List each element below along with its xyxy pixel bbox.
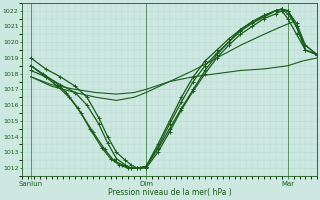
X-axis label: Pression niveau de la mer( hPa ): Pression niveau de la mer( hPa ) bbox=[108, 188, 231, 197]
